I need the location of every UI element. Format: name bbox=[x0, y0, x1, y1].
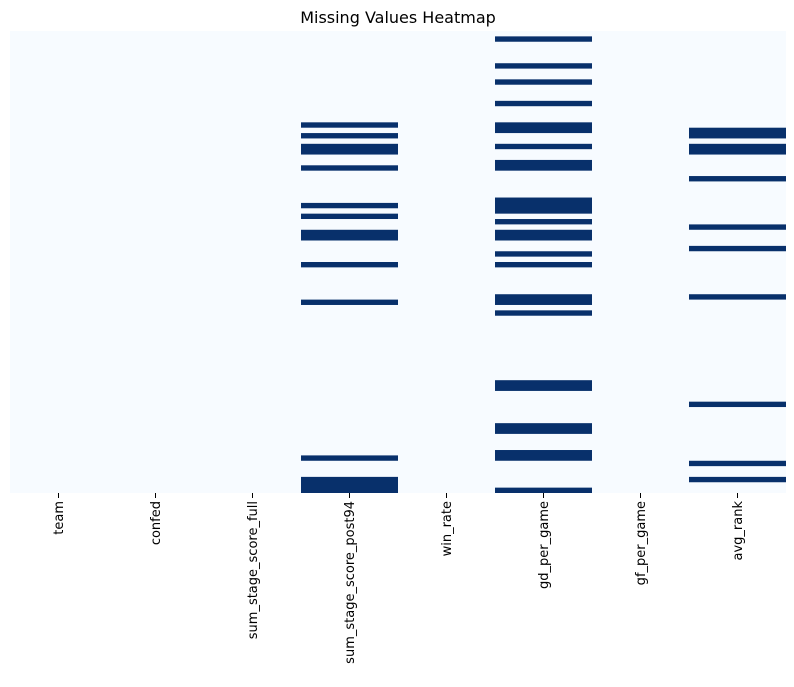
heatmap-cells bbox=[301, 36, 786, 493]
missing-cell-gd_per_game-8 bbox=[495, 219, 592, 225]
x-axis: team confed sum_stage_score_full sum_stage_… bbox=[52, 493, 746, 664]
x-tick-label-sum_stage_score_full: sum_stage_score_full bbox=[246, 501, 261, 639]
missing-cell-sum_stage_score_post94-4 bbox=[301, 202, 398, 209]
x-tick-label-sum_stage_score_post94: sum_stage_score_post94 bbox=[343, 501, 358, 664]
x-tick-label-gd_per_game: gd_per_game bbox=[537, 501, 552, 589]
missing-cell-gd_per_game-17 bbox=[495, 487, 592, 493]
missing-cell-avg_rank-2 bbox=[689, 176, 786, 182]
missing-cell-gd_per_game-11 bbox=[495, 262, 592, 268]
missing-cell-gd_per_game-0 bbox=[495, 36, 592, 42]
missing-cell-sum_stage_score_post94-8 bbox=[301, 299, 398, 305]
missing-cell-gd_per_game-3 bbox=[495, 100, 592, 107]
missing-cell-sum_stage_score_post94-6 bbox=[301, 229, 398, 241]
missing-cell-avg_rank-4 bbox=[689, 245, 786, 252]
missing-cell-gd_per_game-12 bbox=[495, 294, 592, 305]
missing-cell-sum_stage_score_post94-0 bbox=[301, 122, 398, 128]
missing-cell-gd_per_game-14 bbox=[495, 380, 592, 391]
missing-cell-gd_per_game-5 bbox=[495, 143, 592, 150]
missing-cell-gd_per_game-13 bbox=[495, 310, 592, 316]
missing-cell-sum_stage_score_post94-10 bbox=[301, 476, 398, 493]
missing-cell-gd_per_game-1 bbox=[495, 63, 592, 69]
missing-cell-avg_rank-5 bbox=[689, 294, 786, 300]
missing-cell-sum_stage_score_post94-9 bbox=[301, 455, 398, 461]
missing-cell-avg_rank-1 bbox=[689, 143, 786, 155]
x-tick-label-team: team bbox=[52, 501, 67, 535]
missing-cell-sum_stage_score_post94-3 bbox=[301, 165, 398, 171]
missing-cell-avg_rank-7 bbox=[689, 460, 786, 467]
x-tick-label-win_rate: win_rate bbox=[440, 501, 455, 556]
missing-cell-gd_per_game-15 bbox=[495, 423, 592, 434]
missing-cell-gd_per_game-16 bbox=[495, 450, 592, 461]
x-tick-label-avg_rank: avg_rank bbox=[731, 501, 746, 561]
missing-cell-gd_per_game-6 bbox=[495, 159, 592, 171]
missing-cell-sum_stage_score_post94-2 bbox=[301, 143, 398, 155]
missing-cell-gd_per_game-2 bbox=[495, 79, 592, 85]
missing-cell-gd_per_game-9 bbox=[495, 229, 592, 241]
missing-cell-gd_per_game-7 bbox=[495, 197, 592, 214]
x-tick-label-gf_per_game: gf_per_game bbox=[634, 501, 649, 585]
missing-cell-sum_stage_score_post94-5 bbox=[301, 213, 398, 220]
x-tick-label-confed: confed bbox=[149, 501, 164, 545]
missing-cell-sum_stage_score_post94-7 bbox=[301, 262, 398, 268]
missing-cell-gd_per_game-4 bbox=[495, 122, 592, 134]
missing-cell-avg_rank-0 bbox=[689, 127, 786, 139]
missing-cell-sum_stage_score_post94-1 bbox=[301, 133, 398, 139]
missing-cell-avg_rank-3 bbox=[689, 224, 786, 230]
missing-cell-avg_rank-8 bbox=[689, 476, 786, 483]
missing-cell-avg_rank-6 bbox=[689, 401, 786, 408]
chart-title: Missing Values Heatmap bbox=[300, 8, 496, 27]
missing-cell-gd_per_game-10 bbox=[495, 251, 592, 257]
